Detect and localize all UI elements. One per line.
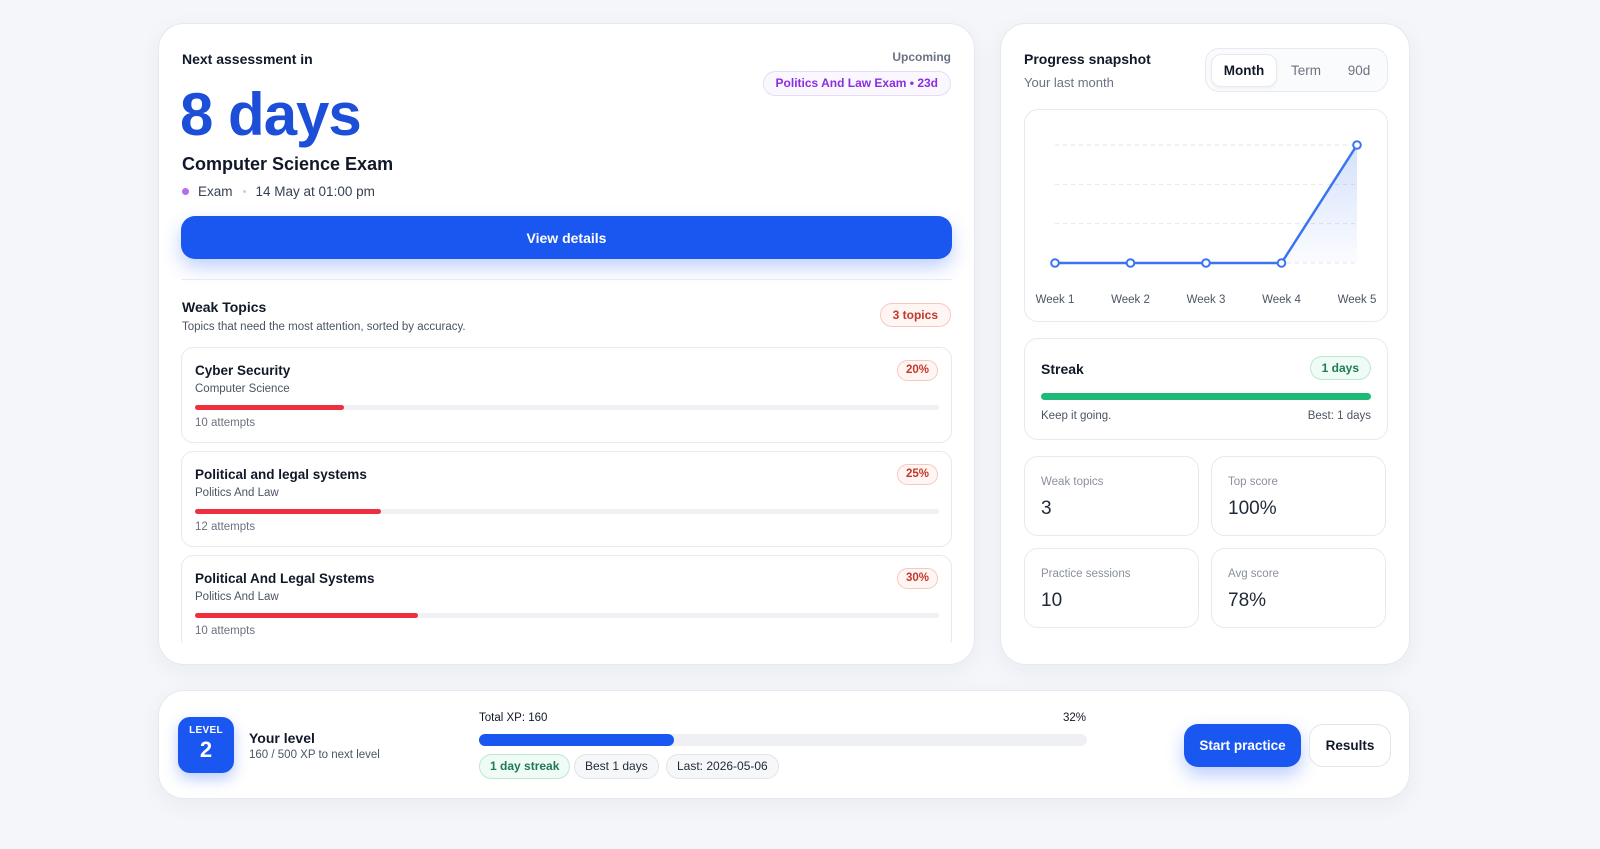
xp-progress-fill: [479, 734, 674, 746]
level-badge-label: LEVEL: [189, 725, 223, 736]
exam-title: Computer Science Exam: [182, 154, 394, 174]
level-number: 2: [199, 737, 213, 762]
streak-panel: Streak 1 days Keep it going. Best: 1 day…: [1024, 338, 1388, 440]
chart-data-point: [1276, 258, 1287, 268]
topic-accuracy-fill: [195, 405, 344, 410]
chart-data-point: [1201, 258, 1211, 268]
stat-value: 100%: [1228, 498, 1277, 519]
topic-attempts: 10 attempts: [195, 625, 256, 637]
view-details-button[interactable]: View details: [181, 216, 952, 259]
stat-avg-score: Avg score 78%: [1211, 548, 1386, 628]
progress-snapshot-subtitle: Your last month: [1024, 75, 1114, 90]
exam-meta: Exam 14 May at 01:00 pm: [182, 184, 375, 199]
weak-topic-item[interactable]: Political and legal systems Politics And…: [181, 451, 952, 547]
stat-label: Avg score: [1228, 568, 1279, 580]
progress-chart: Week 1 Week 2 Week 3 Week 4 Week 5: [1024, 109, 1388, 322]
chart-x-tick-label: Week 3: [1187, 294, 1226, 306]
streak-badge: 1 days: [1309, 356, 1371, 380]
topic-accuracy-fill: [195, 613, 419, 618]
topic-subject: Computer Science: [195, 383, 290, 395]
exam-datetime: 14 May at 01:00 pm: [255, 184, 375, 199]
stat-top-score: Top score 100%: [1211, 456, 1386, 536]
streak-title: Streak: [1041, 361, 1084, 377]
chart-data-point: [1125, 258, 1136, 268]
chart-data-point: [1352, 140, 1362, 150]
assessment-card: Next assessment in 8 days Computer Scien…: [158, 23, 975, 665]
xp-progress-bar: [479, 734, 1087, 746]
progress-snapshot-title: Progress snapshot: [1024, 51, 1151, 67]
start-practice-button[interactable]: Start practice: [1184, 724, 1301, 767]
topic-name: Political And Legal Systems: [195, 571, 375, 586]
topic-accuracy-badge: 25%: [896, 464, 938, 485]
countdown-value: 8 days: [180, 81, 362, 148]
stat-value: 78%: [1228, 590, 1267, 611]
topic-accuracy-badge: 20%: [896, 360, 938, 381]
range-option-month[interactable]: Month: [1211, 54, 1277, 87]
topic-name: Cyber Security: [195, 363, 291, 378]
stat-value: 10: [1041, 590, 1063, 611]
stat-value: 3: [1041, 498, 1052, 519]
topic-subject: Politics And Law: [195, 591, 279, 603]
level-subtitle: 160 / 500 XP to next level: [249, 749, 380, 761]
xp-percent: 32%: [1063, 712, 1087, 724]
next-assessment-label: Next assessment in: [182, 51, 313, 67]
level-card: LEVEL 2 Your level 160 / 500 XP to next …: [158, 690, 1410, 799]
stat-practice-sessions: Practice sessions 10: [1024, 548, 1199, 628]
divider: [181, 279, 952, 280]
weak-topics-list[interactable]: Cyber Security Computer Science 20% 10 a…: [181, 347, 952, 643]
stat-label: Practice sessions: [1041, 568, 1131, 580]
exam-type-dot-icon: [182, 188, 189, 195]
progress-chart-svg: Week 1 Week 2 Week 3 Week 4 Week 5: [1036, 140, 1377, 306]
separator-dot-icon: [242, 190, 246, 193]
topic-name: Political and legal systems: [195, 467, 367, 482]
range-option-90d[interactable]: 90d: [1347, 63, 1371, 78]
range-option-term[interactable]: Term: [1291, 63, 1321, 78]
topic-attempts: 12 attempts: [195, 521, 256, 533]
streak-chip: 1 day streak: [479, 754, 571, 779]
chart-x-tick-label: Week 2: [1111, 294, 1150, 306]
weak-topic-item[interactable]: Cyber Security Computer Science 20% 10 a…: [181, 347, 952, 443]
best-streak-chip: Best 1 days: [574, 754, 659, 779]
progress-snapshot-card: Progress snapshot Your last month Month …: [1000, 23, 1410, 665]
range-segmented-control: Month Term 90d: [1205, 48, 1388, 92]
chart-x-tick-label: Week 4: [1262, 294, 1301, 306]
topic-accuracy-bar: [195, 405, 939, 410]
topic-accuracy-bar: [195, 613, 939, 618]
level-title: Your level: [249, 730, 315, 746]
weak-topics-count-badge: 3 topics: [879, 303, 951, 327]
chart-area-fill: [1055, 145, 1357, 263]
last-activity-chip: Last: 2026-05-06: [666, 754, 779, 779]
upcoming-label: Upcoming: [892, 50, 951, 64]
weak-topic-item[interactable]: Political And Legal Systems Politics And…: [181, 555, 952, 643]
weak-topics-subtitle: Topics that need the most attention, sor…: [182, 321, 466, 333]
streak-message: Keep it going.: [1041, 410, 1112, 422]
topic-accuracy-fill: [195, 509, 381, 514]
chart-x-tick-label: Week 1: [1036, 294, 1075, 306]
exam-type: Exam: [198, 184, 233, 199]
weak-topics-title: Weak Topics: [182, 299, 267, 315]
topic-accuracy-bar: [195, 509, 939, 514]
upcoming-exam-pill[interactable]: Politics And Law Exam • 23d: [762, 71, 951, 96]
chart-x-tick-label: Week 5: [1338, 294, 1377, 306]
streak-best: Best: 1 days: [1307, 410, 1371, 422]
streak-progress-fill: [1041, 393, 1371, 400]
total-xp-label: Total XP: 160: [479, 712, 548, 724]
results-button[interactable]: Results: [1309, 724, 1391, 767]
topic-subject: Politics And Law: [195, 487, 279, 499]
stat-label: Weak topics: [1041, 476, 1104, 488]
chart-data-point: [1050, 258, 1060, 268]
stat-weak-topics: Weak topics 3: [1024, 456, 1199, 536]
stat-label: Top score: [1228, 476, 1278, 488]
streak-progress-bar: [1041, 393, 1371, 400]
topic-attempts: 10 attempts: [195, 417, 256, 429]
level-badge: LEVEL 2: [178, 717, 234, 773]
topic-accuracy-badge: 30%: [896, 568, 938, 589]
